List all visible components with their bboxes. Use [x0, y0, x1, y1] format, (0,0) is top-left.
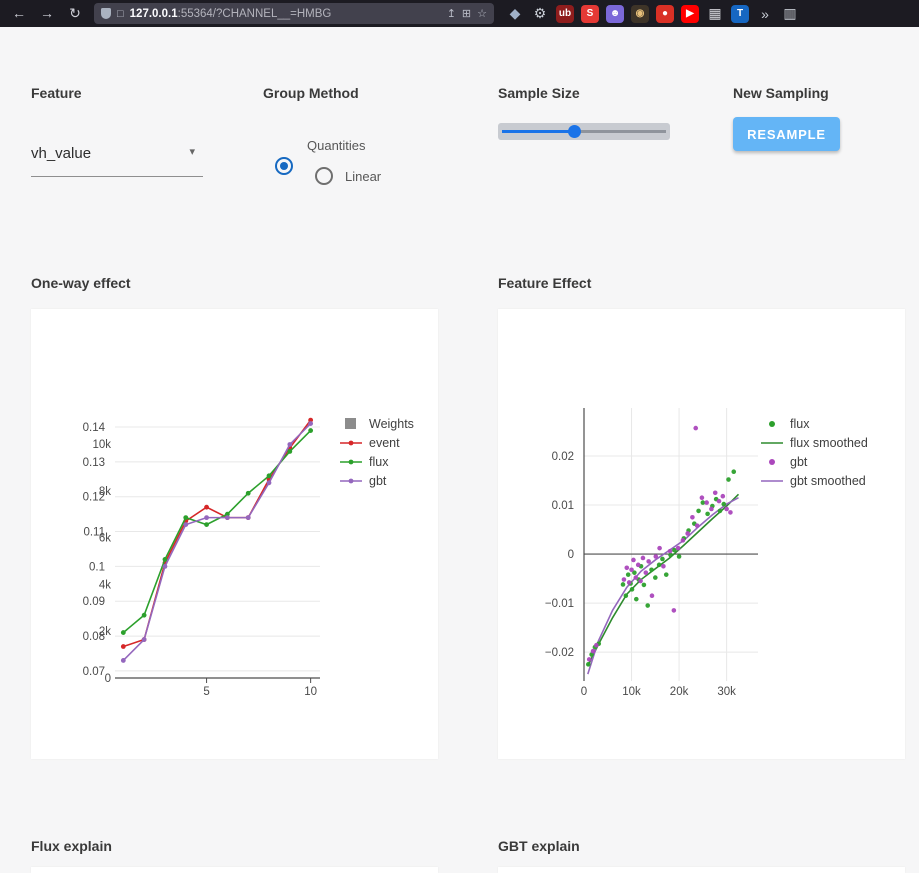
group-method-label: Group Method	[263, 85, 359, 101]
sample-size-thumb[interactable]	[567, 125, 581, 138]
svg-text:4k: 4k	[99, 579, 111, 591]
url-path: :55364/?CHANNEL__=HMBG	[177, 7, 332, 20]
svg-text:0.11: 0.11	[83, 527, 105, 539]
sample-size-rail[interactable]	[502, 130, 666, 133]
svg-text:flux: flux	[369, 455, 389, 469]
ghost-extension-icon[interactable]: ☻	[606, 4, 624, 23]
legend-item-flux-smoothed[interactable]: flux smoothed	[761, 436, 868, 450]
svg-text:6k: 6k	[99, 533, 111, 545]
shield-icon[interactable]	[101, 8, 111, 19]
refresh-icon[interactable]: ↻	[69, 5, 81, 21]
sample-size-label: Sample Size	[498, 85, 580, 101]
svg-text:10: 10	[304, 686, 317, 698]
oneway-chart-svg: 0.07 0.08 0.09 0.1 0.11 0.12 0.13 0.14 0 2k 4k 6k 8k…	[83, 417, 414, 698]
sample-size-fill	[502, 130, 575, 133]
svg-text:flux smoothed: flux smoothed	[790, 436, 868, 450]
feature-dropdown[interactable]: vh_value ▾	[31, 130, 203, 177]
legend-item-flux[interactable]: flux	[340, 455, 389, 469]
svg-text:event: event	[369, 436, 400, 450]
extensions-row: ◆ ⚙ ub S ☻ ◉ ● ▶ ▦ T » ▥	[506, 4, 913, 23]
page-icon: □	[117, 7, 124, 20]
svg-text:0: 0	[105, 673, 111, 685]
shield-extension-icon[interactable]: ◆	[509, 5, 521, 21]
browser-toolbar: ← → ↻ □ 127.0.0.1:55364/?CHANNEL__=HMBG …	[0, 0, 919, 27]
translate-icon[interactable]: ⊞	[461, 8, 472, 20]
gbt-explain-section-title: GBT explain	[498, 838, 580, 854]
grid-extension-icon[interactable]: ▦	[708, 5, 722, 21]
new-sampling-label: New Sampling	[733, 85, 829, 101]
legend-item-Weights[interactable]: Weights	[345, 417, 414, 431]
svg-text:5: 5	[203, 686, 209, 698]
svg-text:2k: 2k	[99, 626, 111, 638]
svg-text:8k: 8k	[99, 486, 111, 498]
legend-item-event[interactable]: event	[340, 436, 400, 450]
feature-label: Feature	[31, 85, 82, 101]
radio-label-quantities[interactable]: Quantities	[307, 138, 366, 153]
svg-text:0: 0	[581, 686, 587, 698]
feature-effect-chart-card: −0.02 −0.01 0 0.01 0.02 0 10k 20k 30k flux flux sm…	[498, 309, 905, 759]
sidebar-extension-icon[interactable]: ▥	[783, 5, 797, 21]
legend-item-gbt[interactable]: gbt	[340, 474, 387, 488]
oneway-chart[interactable]: 0.07 0.08 0.09 0.1 0.11 0.12 0.13 0.14 0 2k 4k 6k 8k…	[31, 309, 438, 759]
dropdown-caret-icon[interactable]: ▾	[189, 146, 195, 158]
svg-text:gbt: gbt	[369, 474, 387, 488]
feature-effect-chart-svg: −0.02 −0.01 0 0.01 0.02 0 10k 20k 30k flux flux sm…	[545, 408, 868, 698]
s-extension-icon[interactable]: S	[581, 4, 599, 23]
svg-text:0.02: 0.02	[552, 451, 574, 463]
oneway-chart-card: 0.07 0.08 0.09 0.1 0.11 0.12 0.13 0.14 0 2k 4k 6k 8k…	[31, 309, 438, 759]
flux-explain-card	[31, 867, 438, 873]
t-extension-icon[interactable]: T	[731, 4, 749, 23]
gbt-explain-card	[498, 867, 905, 873]
svg-text:0.14: 0.14	[83, 422, 106, 434]
share-icon[interactable]: ↥	[446, 8, 456, 20]
svg-text:10k: 10k	[622, 686, 641, 698]
svg-text:20k: 20k	[670, 686, 689, 698]
oneway-section-title: One-way effect	[31, 275, 131, 291]
back-icon[interactable]: ←	[12, 5, 26, 21]
feature-dropdown-value: vh_value	[31, 144, 92, 162]
overflow-chevron-icon[interactable]: »	[761, 5, 769, 22]
legend-item-gbt[interactable]: gbt	[769, 455, 808, 469]
svg-text:10k: 10k	[92, 439, 111, 451]
svg-text:−0.01: −0.01	[545, 598, 574, 610]
svg-text:0: 0	[568, 549, 574, 561]
url-text: 127.0.0.1:55364/?CHANNEL__=HMBG	[130, 8, 441, 20]
radio-linear[interactable]	[315, 167, 333, 185]
radio-quantities[interactable]	[275, 157, 293, 175]
svg-text:0.01: 0.01	[552, 500, 574, 512]
resample-button[interactable]: RESAMPLE	[733, 117, 840, 151]
svg-text:0.12: 0.12	[83, 492, 105, 504]
legend-item-flux[interactable]: flux	[769, 417, 810, 431]
monkey-extension-icon[interactable]: ◉	[631, 4, 649, 23]
feature-effect-chart[interactable]: −0.02 −0.01 0 0.01 0.02 0 10k 20k 30k flux flux sm…	[498, 309, 905, 759]
wrench-extension-icon[interactable]: ⚙	[533, 5, 547, 21]
svg-text:0.13: 0.13	[83, 457, 105, 469]
svg-text:0.1: 0.1	[89, 561, 105, 573]
sample-size-slider[interactable]	[498, 123, 670, 140]
legend-item-gbt-smoothed[interactable]: gbt smoothed	[761, 474, 866, 488]
svg-text:gbt smoothed: gbt smoothed	[790, 474, 866, 488]
ublock-extension-icon[interactable]: ub	[556, 4, 574, 23]
radio-label-linear[interactable]: Linear	[345, 169, 382, 184]
svg-text:30k: 30k	[717, 686, 736, 698]
forward-icon[interactable]: →	[40, 5, 54, 21]
pin-extension-icon[interactable]: ●	[656, 4, 674, 23]
svg-text:Weights: Weights	[369, 417, 414, 431]
url-bar[interactable]: □ 127.0.0.1:55364/?CHANNEL__=HMBG ↥ ⊞ ☆	[94, 3, 494, 24]
url-host: 127.0.0.1	[129, 7, 178, 20]
svg-text:0.07: 0.07	[83, 666, 105, 678]
feature-effect-section-title: Feature Effect	[498, 275, 592, 291]
svg-text:−0.02: −0.02	[545, 647, 574, 659]
bookmark-star-icon[interactable]: ☆	[477, 8, 487, 20]
svg-text:0.09: 0.09	[83, 596, 105, 608]
svg-text:0.08: 0.08	[83, 631, 105, 643]
youtube-extension-icon[interactable]: ▶	[681, 4, 699, 23]
svg-text:flux: flux	[790, 417, 810, 431]
flux-explain-section-title: Flux explain	[31, 838, 112, 854]
svg-text:gbt: gbt	[790, 455, 808, 469]
